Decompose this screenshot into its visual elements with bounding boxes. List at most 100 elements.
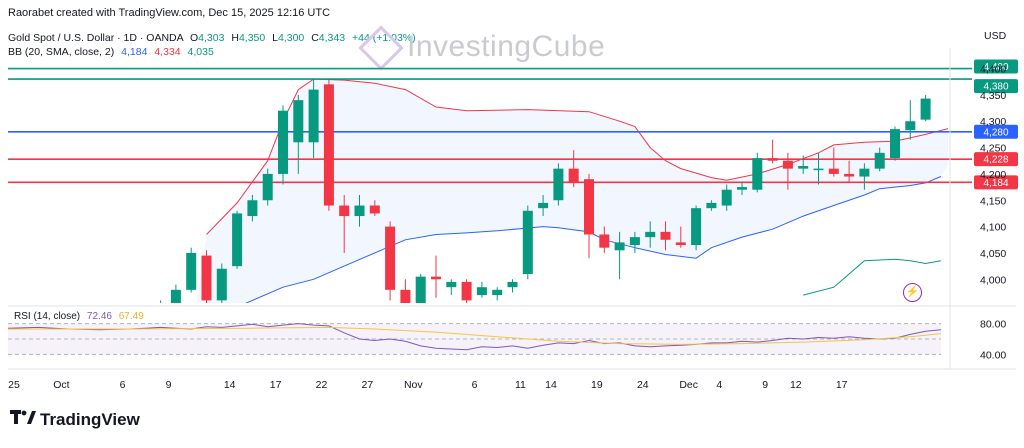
bb-lower-value: 4,035 bbox=[187, 46, 214, 58]
x-tick-label: 4 bbox=[716, 379, 722, 391]
x-tick-label: 24 bbox=[637, 379, 649, 391]
axes: USD4,0004,0504,1004,1504,2004,2504,3004,… bbox=[8, 30, 1016, 391]
level-tag bbox=[974, 152, 1018, 167]
change-value: +44 (+1.03%) bbox=[352, 32, 416, 44]
candle bbox=[339, 194, 350, 253]
currency-label: USD bbox=[984, 30, 1007, 42]
candle bbox=[798, 155, 809, 174]
y-tick-label: 4,100 bbox=[980, 222, 1006, 234]
candle-body bbox=[706, 202, 717, 209]
candle bbox=[767, 139, 778, 164]
candle bbox=[752, 152, 763, 193]
candle bbox=[813, 152, 824, 185]
candle bbox=[186, 247, 197, 293]
price-chart[interactable]: 4,400 4,380 4,280 4,228 4,184 40.00 80.00 USD… bbox=[0, 0, 1024, 400]
candle-body bbox=[369, 205, 380, 214]
candle-body bbox=[247, 200, 258, 217]
candle-body bbox=[170, 289, 181, 303]
x-tick-label: 25 bbox=[8, 379, 20, 391]
candle bbox=[645, 221, 656, 248]
candle-body bbox=[476, 287, 487, 296]
rsi-label[interactable]: RSI (14, close) bbox=[14, 311, 81, 322]
rsi-legend: RSI (14, close) 72.46 67.49 bbox=[14, 311, 144, 322]
level-tag bbox=[974, 79, 1018, 94]
close-label: C bbox=[311, 32, 319, 44]
bb-lower-line bbox=[803, 258, 941, 296]
alert-icon[interactable]: ⚡ bbox=[903, 283, 922, 302]
candle-body bbox=[323, 84, 334, 206]
rsi-value: 72.46 bbox=[86, 311, 112, 322]
tradingview-logo-icon bbox=[10, 410, 36, 431]
x-tick-label: 19 bbox=[591, 379, 603, 391]
candle-body bbox=[186, 252, 197, 290]
candle bbox=[446, 279, 457, 296]
candle bbox=[492, 287, 503, 301]
candle-body bbox=[844, 173, 855, 177]
open-value: 4,303 bbox=[198, 32, 225, 44]
candle bbox=[568, 150, 579, 188]
candle bbox=[553, 163, 564, 206]
open-label: O bbox=[189, 32, 199, 44]
candle-body bbox=[874, 152, 885, 169]
bb-basis-value: 4,184 bbox=[121, 46, 148, 58]
low-value: 4,300 bbox=[278, 32, 305, 44]
candle bbox=[721, 184, 732, 211]
close-value: 4,343 bbox=[318, 32, 346, 44]
candle-body bbox=[385, 226, 396, 290]
y-tick-label: 4,150 bbox=[980, 195, 1006, 207]
candle-body bbox=[339, 205, 350, 217]
candle bbox=[201, 250, 212, 303]
x-tick-label: 14 bbox=[224, 379, 236, 391]
candle bbox=[706, 200, 717, 211]
rsi-ma-value: 67.49 bbox=[118, 311, 144, 322]
candle-body bbox=[584, 179, 594, 235]
x-tick-label: Dec bbox=[679, 379, 698, 391]
candle-body bbox=[782, 160, 793, 169]
level-tag bbox=[974, 59, 1018, 74]
y-tick-label: 4,300 bbox=[980, 116, 1006, 128]
candle-body bbox=[553, 168, 564, 201]
level-tag bbox=[974, 175, 1018, 190]
candle-body bbox=[293, 100, 304, 143]
chart-credit: Raorabet created with TradingView.com, D… bbox=[8, 7, 331, 19]
candle-body bbox=[599, 234, 610, 248]
candle-body bbox=[354, 205, 365, 217]
rsi-line bbox=[7, 323, 941, 351]
x-tick-label: 14 bbox=[545, 379, 557, 391]
candle-body bbox=[737, 187, 747, 190]
tradingview-brand[interactable]: TradingView bbox=[10, 410, 140, 431]
candle-body bbox=[890, 129, 900, 159]
candle-body bbox=[431, 276, 441, 280]
y-tick-label: 4,200 bbox=[980, 169, 1006, 181]
bb-label[interactable]: BB (20, SMA, close, 2) bbox=[8, 46, 115, 58]
candle bbox=[920, 94, 931, 122]
candle-body bbox=[461, 281, 472, 301]
candle bbox=[538, 194, 549, 217]
symbol-name[interactable]: Gold Spot / U.S. Dollar · 1D · OANDA bbox=[8, 32, 184, 44]
candle-body bbox=[859, 168, 870, 177]
x-tick-label: 22 bbox=[316, 379, 328, 391]
candle-body bbox=[920, 98, 931, 120]
candle-body bbox=[691, 208, 702, 246]
candle-body bbox=[721, 189, 732, 206]
candle bbox=[507, 279, 518, 293]
candle-body bbox=[813, 168, 824, 171]
candle-body bbox=[446, 281, 457, 288]
candle bbox=[629, 231, 640, 253]
candle-body bbox=[232, 213, 243, 267]
candle bbox=[262, 168, 273, 206]
candle bbox=[308, 79, 319, 159]
level-tag bbox=[974, 124, 1018, 139]
rsi-tick-label: 40.00 bbox=[980, 349, 1006, 361]
candle bbox=[828, 147, 839, 177]
candle bbox=[385, 221, 396, 301]
watermark-text: InvestingCube bbox=[407, 30, 606, 63]
x-tick-label: 6 bbox=[472, 379, 478, 391]
candle bbox=[584, 173, 594, 259]
y-tick-label: 4,250 bbox=[980, 143, 1006, 155]
candle bbox=[890, 126, 900, 161]
candle-body bbox=[905, 121, 916, 131]
candle-body bbox=[614, 242, 625, 251]
candle-body bbox=[629, 237, 640, 246]
